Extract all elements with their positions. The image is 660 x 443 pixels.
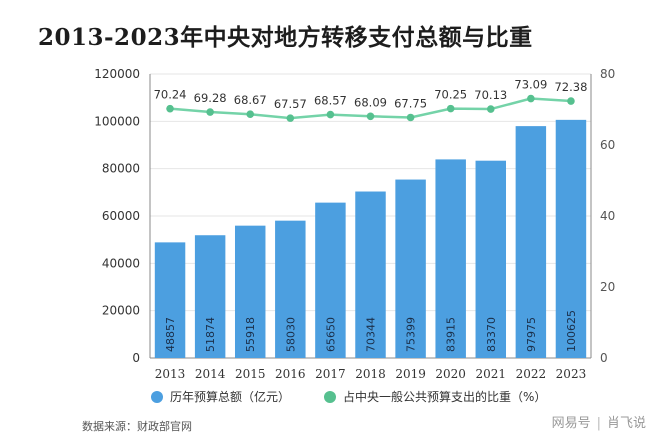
line-value-label: 70.13 <box>474 88 507 102</box>
watermark-separator: | <box>596 416 601 431</box>
bar-value-label: 58030 <box>284 317 297 352</box>
x-tick-label: 2015 <box>235 367 266 381</box>
bar <box>315 202 346 358</box>
legend-label-line: 占中央一般公共预算支出的比重（%） <box>343 389 546 404</box>
bar-value-label: 97975 <box>525 317 538 352</box>
watermark: 网易号 | 肖飞说 <box>552 412 646 431</box>
line-point <box>366 112 375 121</box>
bar-value-label: 70344 <box>365 317 378 352</box>
x-tick-label: 2017 <box>315 367 346 381</box>
bar-value-label: 55918 <box>244 317 257 352</box>
x-tick-label: 2019 <box>395 367 426 381</box>
y-left-tick-label: 120000 <box>94 67 140 81</box>
watermark-author: 肖飞说 <box>606 416 646 431</box>
bar-value-label: 65650 <box>324 317 337 352</box>
line-value-label: 68.67 <box>234 93 267 107</box>
line-point <box>527 94 535 103</box>
x-tick-label: 2020 <box>435 367 466 381</box>
x-tick-label: 2013 <box>155 367 186 381</box>
bar <box>234 225 266 358</box>
x-tick-label: 2018 <box>355 367 386 381</box>
bar <box>435 159 466 358</box>
bar <box>275 220 306 358</box>
y-right-tick-label: 20 <box>600 280 615 294</box>
line-value-label: 67.75 <box>394 96 427 110</box>
bar-value-label: 48857 <box>164 317 177 352</box>
line-point <box>166 104 174 113</box>
bar-value-label: 100625 <box>565 310 578 352</box>
legend-marker-bars <box>151 391 163 403</box>
line-point <box>406 113 415 122</box>
bar <box>194 235 226 358</box>
line-point <box>326 110 335 119</box>
bar <box>475 160 507 358</box>
chart-title: 2013-2023年中央对地方转移支付总额与比重 <box>38 24 533 51</box>
y-left-tick-label: 60000 <box>102 209 140 223</box>
bar <box>395 179 426 358</box>
data-source-note: 数据来源：财政部官网 <box>82 420 192 433</box>
x-tick-label: 2023 <box>556 367 587 381</box>
bar <box>555 119 587 359</box>
line-value-label: 70.25 <box>434 88 467 102</box>
bar-value-label: 51874 <box>204 317 217 352</box>
line-value-label: 69.28 <box>194 91 227 105</box>
line-point <box>567 97 575 105</box>
y-left-tick-label: 0 <box>132 351 140 365</box>
bar <box>154 242 186 358</box>
bar-value-label: 75399 <box>405 317 418 352</box>
y-left-tick-label: 40000 <box>102 256 140 270</box>
y-left-tick-label: 20000 <box>102 304 140 318</box>
x-tick-label: 2016 <box>275 367 306 381</box>
line-value-label: 67.57 <box>274 97 307 111</box>
x-tick-label: 2022 <box>516 367 547 381</box>
line-point <box>206 108 214 116</box>
x-tick-label: 2021 <box>475 367 506 381</box>
legend-label-bars: 历年预算总额（亿元） <box>170 389 290 404</box>
bar-value-label: 83370 <box>485 317 498 352</box>
legend-marker-line <box>324 391 336 403</box>
bar-value-label: 83915 <box>445 317 458 352</box>
line-point <box>486 105 495 113</box>
y-right-tick-label: 0 <box>600 351 608 365</box>
x-tick-label: 2014 <box>195 367 226 381</box>
y-right-tick-label: 80 <box>600 67 615 81</box>
line-point <box>246 110 255 119</box>
bar <box>515 126 547 359</box>
line-value-label: 73.09 <box>514 78 547 92</box>
line-value-label: 68.57 <box>314 94 347 108</box>
line-point <box>286 114 295 122</box>
y-left-tick-label: 100000 <box>94 114 140 128</box>
line-value-label: 70.24 <box>154 88 187 102</box>
y-right-tick-label: 40 <box>600 209 615 223</box>
y-right-tick-label: 60 <box>600 138 615 152</box>
line-value-label: 72.38 <box>554 80 587 94</box>
line-point <box>446 104 455 113</box>
line-value-label: 68.09 <box>354 95 387 109</box>
watermark-brand: 网易号 <box>551 416 591 431</box>
y-left-tick-label: 80000 <box>102 162 140 176</box>
bar <box>355 191 386 358</box>
